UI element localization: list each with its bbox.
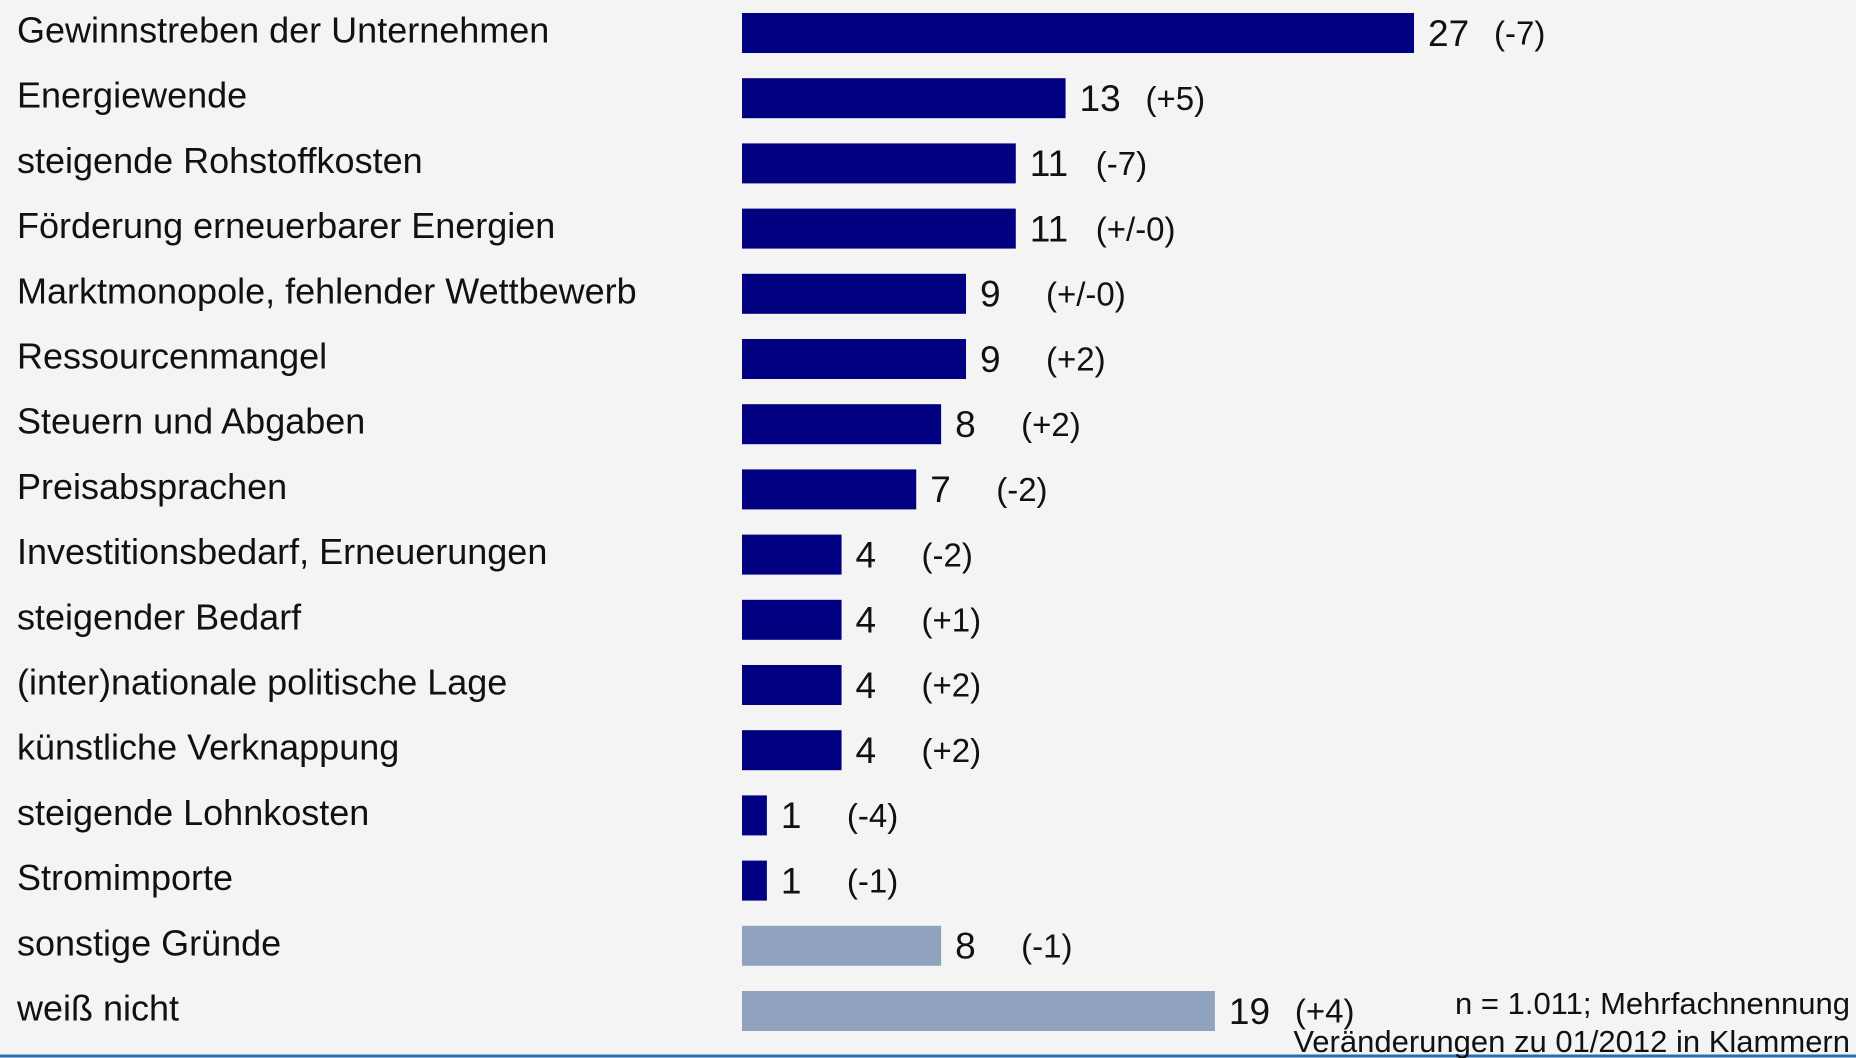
value-label: 9 bbox=[980, 339, 1001, 380]
change-label: (+2) bbox=[1046, 341, 1106, 378]
category-label: Steuern und Abgaben bbox=[17, 401, 365, 442]
change-label: (+4) bbox=[1295, 993, 1355, 1030]
bar bbox=[742, 13, 1414, 53]
value-label: 8 bbox=[955, 926, 976, 967]
category-label: Gewinnstreben der Unternehmen bbox=[17, 10, 549, 51]
bar bbox=[742, 143, 1016, 184]
category-label: sonstige Gründe bbox=[17, 922, 281, 963]
change-label: (-7) bbox=[1096, 145, 1147, 182]
bar bbox=[742, 991, 1215, 1031]
note: n = 1.011; Mehrfachnennung bbox=[1455, 986, 1850, 1021]
category-label: Preisabsprachen bbox=[17, 466, 287, 507]
value-label: 1 bbox=[781, 860, 802, 901]
category-label: weiß nicht bbox=[16, 988, 179, 1029]
bar bbox=[742, 730, 842, 771]
value-label: 4 bbox=[856, 730, 877, 771]
change-label: (+/-0) bbox=[1096, 210, 1176, 247]
bar bbox=[742, 795, 767, 836]
bar bbox=[742, 208, 1016, 249]
value-label: 27 bbox=[1428, 13, 1469, 54]
category-label: Investitionsbedarf, Erneuerungen bbox=[17, 531, 547, 572]
bar bbox=[742, 404, 942, 445]
change-label: (+1) bbox=[922, 602, 982, 639]
value-label: 8 bbox=[955, 404, 976, 445]
category-label: künstliche Verknappung bbox=[17, 727, 399, 768]
bar bbox=[742, 78, 1066, 119]
change-label: (+/-0) bbox=[1046, 276, 1126, 313]
change-label: (-1) bbox=[1021, 928, 1072, 965]
change-label: (-1) bbox=[847, 862, 898, 899]
value-label: 4 bbox=[856, 534, 877, 575]
category-label: (inter)nationale politische Lage bbox=[17, 662, 507, 703]
change-label: (+2) bbox=[922, 667, 982, 704]
bar bbox=[742, 534, 842, 575]
category-label: steigende Rohstoffkosten bbox=[17, 140, 423, 181]
change-label: (-4) bbox=[847, 797, 898, 834]
category-label: Förderung erneuerbarer Energien bbox=[17, 205, 555, 246]
change-label: (+5) bbox=[1146, 80, 1206, 117]
bar bbox=[742, 665, 842, 705]
change-label: (-7) bbox=[1494, 15, 1545, 52]
bar bbox=[742, 339, 966, 379]
category-label: Stromimporte bbox=[17, 857, 233, 898]
bar bbox=[742, 273, 966, 314]
bar bbox=[742, 925, 942, 966]
category-label: steigende Lohnkosten bbox=[17, 792, 369, 833]
value-label: 11 bbox=[1030, 143, 1068, 184]
value-label: 4 bbox=[856, 600, 877, 641]
bar bbox=[742, 860, 767, 901]
note: Veränderungen zu 01/2012 in Klammern bbox=[1293, 1024, 1850, 1058]
category-label: steigender Bedarf bbox=[17, 596, 302, 637]
value-label: 9 bbox=[980, 274, 1001, 315]
change-label: (+2) bbox=[1021, 406, 1081, 443]
bar bbox=[742, 469, 917, 510]
category-label: Marktmonopole, fehlender Wettbewerb bbox=[17, 270, 637, 311]
value-label: 7 bbox=[930, 469, 951, 510]
category-label: Ressourcenmangel bbox=[17, 336, 327, 377]
value-label: 19 bbox=[1229, 991, 1270, 1032]
value-label: 1 bbox=[781, 795, 802, 836]
change-label: (-2) bbox=[996, 471, 1047, 508]
bar bbox=[742, 599, 842, 640]
change-label: (-2) bbox=[922, 536, 973, 573]
value-label: 11 bbox=[1030, 208, 1068, 249]
change-label: (+2) bbox=[922, 732, 982, 769]
category-label: Energiewende bbox=[17, 75, 247, 116]
value-label: 4 bbox=[856, 665, 877, 706]
value-label: 13 bbox=[1080, 78, 1121, 119]
